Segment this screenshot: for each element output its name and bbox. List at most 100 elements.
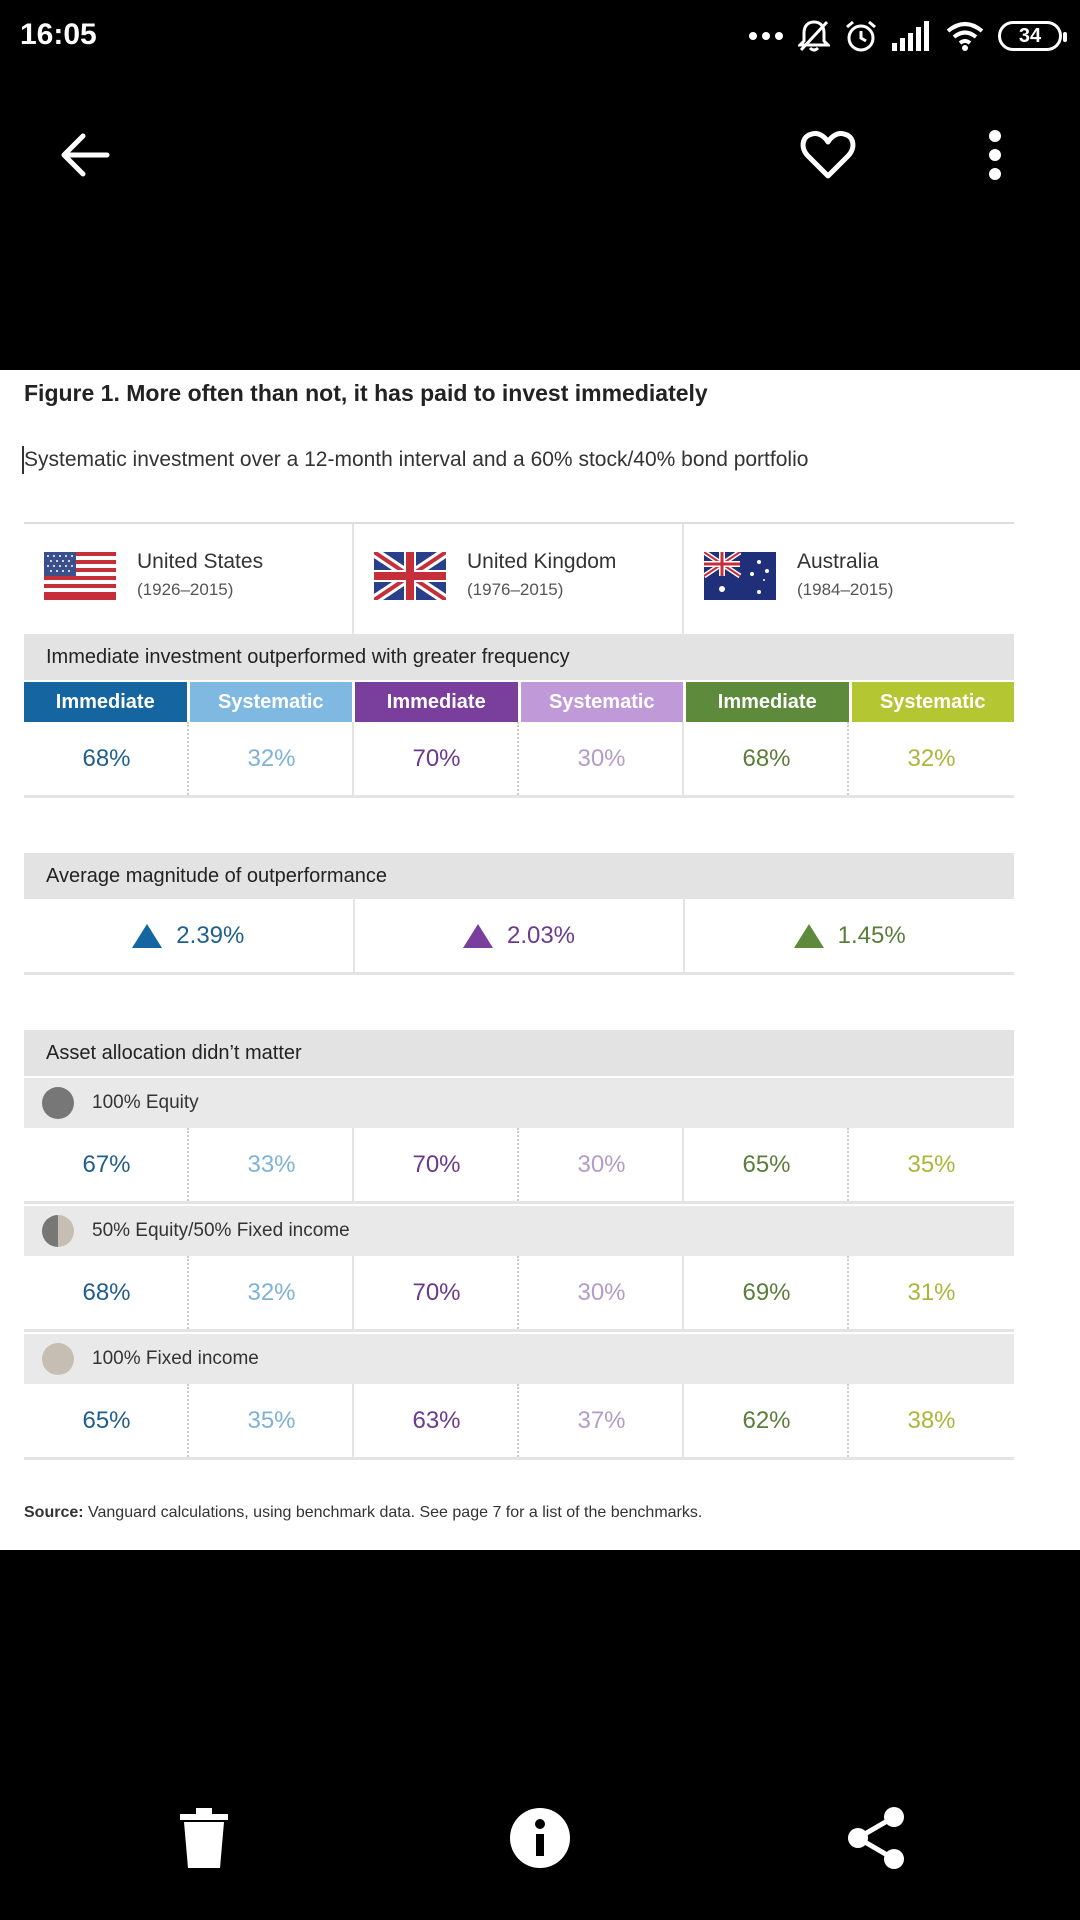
section-allocation-title: Asset allocation didn’t matter <box>24 1030 1014 1076</box>
value-cell: 65% <box>684 1128 849 1201</box>
magnitude-row: 2.39% 2.03% 1.45% <box>24 899 1014 975</box>
value-cell: 38% <box>907 1406 956 1434</box>
magnitude-us: 2.39% <box>24 899 355 972</box>
value-cell: 35% <box>907 1150 956 1178</box>
battery-icon: 34 <box>998 21 1067 51</box>
status-bar: 16:05 34 <box>0 0 1080 72</box>
signal-icon <box>892 21 929 51</box>
alarm-icon <box>846 20 876 52</box>
header-uk-systematic: Systematic <box>520 682 686 722</box>
header-us-systematic: Systematic <box>189 682 355 722</box>
country-us: United States (1926–2015) <box>24 524 354 636</box>
allocation-label: 100% Fixed income <box>92 1348 259 1369</box>
value-cell: 68% <box>24 1256 189 1329</box>
header-uk-immediate: Immediate <box>355 682 521 722</box>
country-years: (1926–2015) <box>137 580 234 599</box>
country-header-row: United States (1926–2015) United Kingdom… <box>24 522 1014 636</box>
magnitude-au: 1.45% <box>685 899 1014 972</box>
magnitude-value: 2.39% <box>176 921 245 949</box>
uk-flag-icon <box>374 552 446 600</box>
allocation-label: 50% Equity/50% Fixed income <box>92 1220 350 1241</box>
us-flag-icon <box>44 552 116 600</box>
country-name: United States <box>137 550 264 573</box>
value-cell: 68% <box>24 722 189 795</box>
favorite-button[interactable] <box>793 120 863 190</box>
value-cell: 70% <box>354 722 519 795</box>
bottom-action-bar <box>0 1780 1080 1890</box>
figure-image[interactable]: Figure 1. More often than not, it has pa… <box>0 370 1080 1550</box>
heart-icon <box>800 131 856 179</box>
magnitude-uk: 2.03% <box>355 899 686 972</box>
source-note: Source: Vanguard calculations, using ben… <box>24 1504 702 1522</box>
country-name: Australia <box>797 550 879 573</box>
info-button[interactable] <box>504 1802 576 1874</box>
value-cell: 69% <box>684 1256 849 1329</box>
delete-icon <box>180 1808 228 1868</box>
value-cell: 70% <box>354 1256 519 1329</box>
fixed-income-circle-icon <box>42 1343 74 1375</box>
value-cell: 68% <box>684 722 849 795</box>
australia-flag-icon <box>704 552 776 600</box>
value-cell: 33% <box>189 1128 354 1201</box>
value-cell: 63% <box>354 1384 519 1457</box>
share-icon <box>848 1807 904 1869</box>
value-cell: 62% <box>684 1384 849 1457</box>
frequency-values-row: 68% 32% 70% 30% 68% 32% <box>24 722 1014 798</box>
triangle-up-icon <box>793 923 824 948</box>
country-uk: United Kingdom (1976–2015) <box>354 524 684 636</box>
section-magnitude-title: Average magnitude of outperformance <box>24 853 1014 899</box>
value-cell: 32% <box>907 744 956 772</box>
triangle-up-icon <box>132 923 163 948</box>
allocation-fixed-label: 100% Fixed income <box>24 1334 1014 1384</box>
value-cell: 30% <box>519 722 684 795</box>
value-cell: 31% <box>907 1278 956 1306</box>
dots-icon <box>749 32 783 40</box>
value-cell: 30% <box>519 1128 684 1201</box>
info-icon <box>510 1808 570 1868</box>
status-icons: 34 <box>748 16 1067 56</box>
header-au-immediate: Immediate <box>686 682 852 722</box>
figure-title: Figure 1. More often than not, it has pa… <box>24 380 708 406</box>
delete-button[interactable] <box>168 1802 240 1874</box>
battery-level: 34 <box>1018 24 1042 47</box>
section-frequency-title: Immediate investment outperformed with g… <box>24 634 1014 680</box>
country-name: United Kingdom <box>467 550 617 573</box>
value-cell: 37% <box>519 1384 684 1457</box>
allocation-equity-row: 67% 33% 70% 30% 65% 35% <box>24 1128 1014 1204</box>
value-cell: 67% <box>24 1128 189 1201</box>
value-cell: 30% <box>519 1256 684 1329</box>
header-au-systematic: Systematic <box>851 682 1014 722</box>
half-circle-icon <box>42 1215 74 1247</box>
allocation-equity-label: 100% Equity <box>24 1078 1014 1128</box>
app-bar <box>0 110 1080 200</box>
value-cell: 70% <box>354 1128 519 1201</box>
value-cell: 35% <box>189 1384 354 1457</box>
source-label: Source: <box>24 1504 84 1521</box>
bell-off-icon <box>798 20 830 52</box>
value-cell: 32% <box>189 722 354 795</box>
wifi-icon <box>946 22 984 51</box>
more-options-button[interactable] <box>960 120 1030 190</box>
value-cell: 32% <box>189 1256 354 1329</box>
country-australia: Australia (1984–2015) <box>684 524 1014 636</box>
allocation-balanced-label: 50% Equity/50% Fixed income <box>24 1206 1014 1256</box>
equity-circle-icon <box>42 1087 74 1119</box>
magnitude-value: 1.45% <box>837 921 906 949</box>
status-time: 16:05 <box>20 18 97 51</box>
triangle-up-icon <box>462 923 493 948</box>
comparison-table: United States (1926–2015) United Kingdom… <box>24 522 1014 1460</box>
back-arrow-icon <box>61 133 110 177</box>
allocation-balanced-row: 68% 32% 70% 30% 69% 31% <box>24 1256 1014 1332</box>
source-text: Vanguard calculations, using benchmark d… <box>83 1504 703 1521</box>
allocation-fixed-row: 65% 35% 63% 37% 62% 38% <box>24 1384 1014 1460</box>
more-vert-icon <box>989 130 1001 180</box>
method-header-row: Immediate Systematic Immediate Systemati… <box>24 682 1014 722</box>
country-years: (1976–2015) <box>467 580 564 599</box>
back-button[interactable] <box>50 120 120 190</box>
figure-subtitle: Systematic investment over a 12-month in… <box>21 446 809 474</box>
allocation-label: 100% Equity <box>92 1092 199 1113</box>
magnitude-value: 2.03% <box>506 921 576 949</box>
header-us-immediate: Immediate <box>24 682 190 722</box>
country-years: (1984–2015) <box>797 580 894 599</box>
share-button[interactable] <box>840 1802 912 1874</box>
